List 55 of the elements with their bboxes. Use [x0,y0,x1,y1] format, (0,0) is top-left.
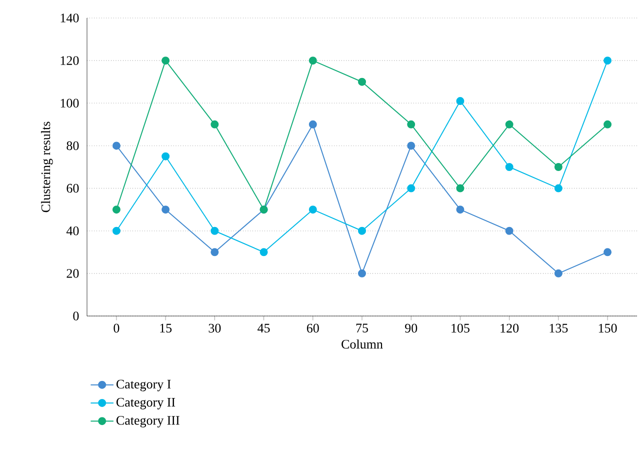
point [456,184,464,192]
point [505,120,514,128]
x-tick-label: 15 [160,324,172,333]
point [604,120,612,128]
point [358,78,366,86]
point [210,120,219,128]
y-tick-label: 0 [73,312,79,320]
point [456,97,464,106]
point [210,248,219,256]
point [112,226,120,235]
x-tick-label: 150 [598,324,617,333]
y-tick-label: 40 [66,226,79,236]
point [358,226,366,235]
x-tick-label: 45 [258,324,270,332]
point [210,226,219,235]
point [554,163,562,172]
point [604,56,612,65]
legend-label: Category II [116,398,176,410]
point [604,248,612,256]
x-tick-label: 0 [114,324,120,333]
y-axis-title: Clustering results [41,122,53,212]
point [162,206,170,214]
x-tick-label: 105 [452,324,470,333]
point [162,56,170,65]
point [407,142,416,150]
y-tick-label: 100 [60,98,79,108]
x-axis-title: Column [342,339,383,349]
point [505,226,514,235]
legend-label: Category I [116,380,171,392]
point [112,206,120,214]
point [554,269,562,278]
x-tick-label: 30 [208,324,221,333]
point [260,248,268,256]
x-tick-label: 75 [356,324,368,332]
x-tick-label: 90 [405,324,418,333]
y-tick-label: 120 [60,56,79,65]
point [358,269,366,278]
y-tick-label: 20 [66,269,79,278]
legend-label: Category III [116,416,180,428]
point [554,184,562,192]
point [308,56,317,65]
x-tick-label: 120 [500,324,519,333]
x-tick-label: 135 [550,324,568,333]
y-tick-label: 60 [66,184,79,193]
point [456,206,464,214]
point [308,120,317,128]
y-tick-label: 140 [60,14,79,22]
point [308,206,317,214]
point [112,142,120,150]
point [505,163,514,172]
y-tick-label: 80 [66,141,79,150]
point [407,120,416,128]
point [162,152,170,160]
x-tick-label: 60 [306,324,319,333]
point [407,184,416,192]
